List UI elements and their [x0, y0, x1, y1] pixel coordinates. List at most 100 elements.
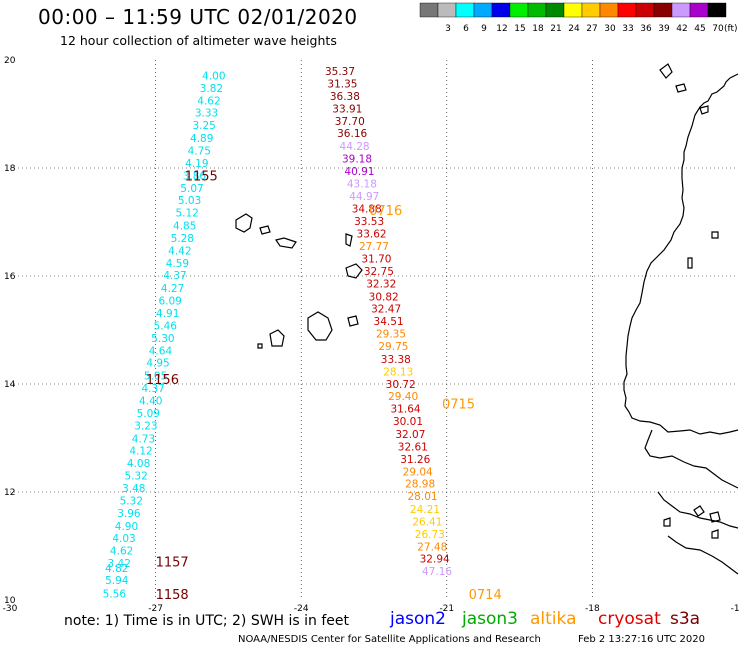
swh-value: 4.00: [202, 70, 225, 82]
swh-value: 4.59: [166, 258, 189, 270]
africa-coastline-gulf: [644, 429, 739, 489]
swh-value: 4.37: [141, 383, 164, 395]
swh-value: 26.73: [415, 529, 445, 541]
coastline-layer: [235, 63, 739, 575]
island-cv-santiago: [307, 311, 333, 341]
swh-value: 3.42: [108, 558, 131, 570]
swh-value: 33.91: [332, 103, 362, 115]
swh-value: 4.64: [149, 345, 173, 357]
swh-value: 32.07: [395, 429, 425, 441]
swh-value: 32.47: [371, 304, 401, 316]
swh-value: 36.16: [337, 128, 367, 140]
footer-credit: NOAA/NESDIS Center for Satellite Applica…: [238, 634, 541, 645]
swh-value: 5.30: [151, 333, 174, 345]
swh-value: 6.09: [158, 296, 181, 308]
swh-value: 39.18: [342, 154, 372, 166]
swh-value: 28.13: [383, 366, 413, 378]
swh-value: 34.88: [352, 203, 382, 215]
swh-value: 29.40: [388, 391, 418, 403]
swh-value: 3.48: [122, 483, 145, 495]
graticule: [10, 60, 738, 600]
legend-swatch: [707, 2, 727, 18]
swh-value: 4.12: [129, 446, 152, 458]
swh-value: 32.75: [364, 266, 394, 278]
swh-value: 44.97: [349, 191, 379, 203]
swh-value: 34.51: [374, 316, 404, 328]
swh-value: 4.85: [173, 221, 196, 233]
swh-value: 4.08: [127, 458, 150, 470]
x-tick-label: -18: [585, 604, 600, 614]
swh-value: 3.96: [117, 508, 141, 520]
island-cv-maio: [347, 315, 359, 327]
time-label: 1156: [146, 373, 179, 388]
island-cv-fogo: [269, 329, 285, 347]
swh-value: 4.90: [115, 521, 138, 533]
time-label: 0715: [442, 397, 475, 412]
swh-value: 5.32: [120, 495, 143, 507]
legend-label: 45: [694, 24, 705, 34]
figure-title: 00:00 – 11:59 UTC 02/01/2020: [38, 5, 358, 29]
swh-value: 33.62: [357, 229, 387, 241]
y-tick-label: 14: [4, 380, 16, 390]
swh-value: 5.07: [180, 183, 203, 195]
swh-value: 31.35: [327, 79, 357, 91]
swh-value: 5.28: [171, 233, 194, 245]
swh-value: 31.26: [400, 454, 430, 466]
swh-value: 5.46: [154, 320, 178, 332]
swh-value: 26.41: [412, 516, 442, 528]
axis-ticks: -30 -27 -24 -21 -18 -15 10 12 14 16 18 20: [3, 56, 740, 614]
swh-value: 4.91: [156, 308, 179, 320]
swh-value: 30.01: [393, 416, 423, 428]
swh-value: 4.62: [197, 95, 220, 107]
legend-label: 6: [463, 24, 469, 34]
time-label: 1158: [156, 588, 189, 603]
legend-label: 24: [568, 24, 580, 34]
y-tick-label: 20: [4, 56, 16, 66]
swh-value: 28.01: [408, 491, 438, 503]
island-cv-sao-vicente: [259, 225, 271, 235]
swh-value: 4.42: [168, 245, 191, 257]
legend-label: 12: [496, 24, 507, 34]
satellite-label-cryosat: cryosat: [598, 609, 661, 629]
swh-value: 4.75: [188, 146, 211, 158]
swh-value: 29.35: [376, 329, 406, 341]
swh-value: 29.04: [403, 466, 433, 478]
track-s3a: 4.003.824.623.333.254.894.754.193.865.07…: [103, 70, 226, 600]
figure-subtitle: 12 hour collection of altimeter wave hei…: [60, 33, 337, 48]
swh-value: 5.94: [105, 575, 129, 587]
swh-value: 4.27: [161, 283, 184, 295]
legend-label: 70: [712, 24, 724, 34]
swh-value: 5.05: [144, 371, 167, 383]
swh-value: 27.77: [359, 241, 389, 253]
x-tick-label: -15: [731, 604, 740, 614]
legend-label: 33: [622, 24, 633, 34]
swh-value: 4.82: [105, 563, 128, 575]
swh-value: 3.33: [195, 108, 218, 120]
swh-value: 4.95: [146, 358, 169, 370]
island-canary-1: [659, 63, 673, 79]
time-label: 1157: [156, 556, 189, 571]
track-altika: 35.3731.3536.3833.9137.7036.1644.2839.18…: [325, 66, 452, 578]
swh-value: 5.12: [175, 208, 198, 220]
africa-coastline: [623, 73, 739, 435]
swh-value: 5.03: [178, 195, 201, 207]
y-tick-label: 12: [4, 488, 15, 498]
swh-value: 40.91: [344, 166, 374, 178]
swh-value: 3.25: [192, 120, 215, 132]
bissagos-coast: [657, 491, 739, 529]
legend-label: 42: [676, 24, 687, 34]
legend-label: 3: [445, 24, 451, 34]
time-label: 0716: [369, 204, 402, 219]
note-text: note: 1) Time is in UTC; 2) SWH is in fe…: [64, 613, 350, 629]
island-canary-2: [675, 83, 687, 93]
swh-value: 4.40: [139, 396, 162, 408]
swh-value: 30.82: [369, 291, 399, 303]
swh-value: 31.64: [391, 404, 421, 416]
footer-timestamp: Feb 2 13:27:16 UTC 2020: [578, 634, 705, 645]
time-labels: 1155 1156 1157 1158 0716 0715 0714: [146, 169, 502, 603]
swh-value: 30.72: [386, 379, 416, 391]
swh-value: 44.28: [340, 141, 370, 153]
swh-value: 4.73: [132, 433, 155, 445]
x-tick-label: -30: [3, 604, 18, 614]
